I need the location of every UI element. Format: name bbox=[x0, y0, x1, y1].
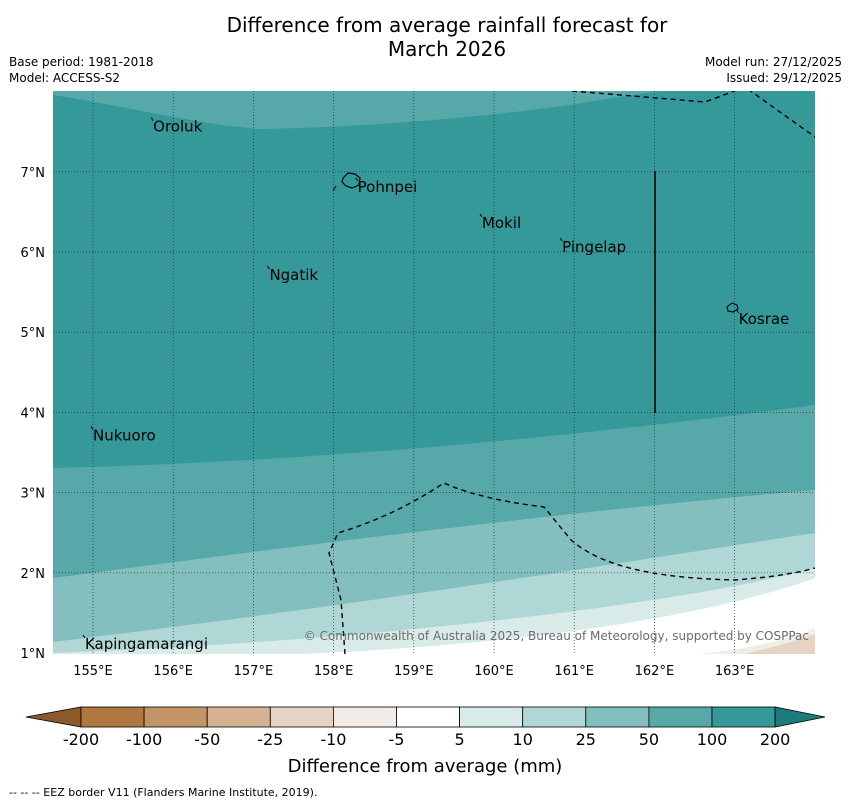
place-label: Kapingamarangi bbox=[85, 635, 208, 653]
lat-tick-label: 7°N bbox=[21, 166, 46, 181]
lat-tick-label: 6°N bbox=[21, 246, 46, 261]
title-line-1: Difference from average rainfall forecas… bbox=[226, 13, 668, 37]
colorbar-label: -200 bbox=[63, 730, 99, 749]
lat-tick-label: 1°N bbox=[21, 647, 46, 662]
band-top-25-50 bbox=[53, 91, 660, 129]
model-name: Model: ACCESS-S2 bbox=[9, 71, 121, 85]
colorbar-extend-high bbox=[774, 706, 826, 728]
place-kapingamarangi: Kapingamarangi bbox=[82, 634, 208, 653]
island-marker bbox=[82, 634, 86, 639]
base-period: Base period: 1981-2018 bbox=[9, 55, 154, 69]
eez-south bbox=[328, 482, 815, 654]
colorbar: -200 -100 -50 -25 -10 -5 5 10 25 50 100 200 Differen… bbox=[25, 706, 826, 777]
island-marker bbox=[736, 309, 740, 314]
lon-tick-label: 160°E bbox=[474, 664, 514, 679]
band-minus25-minus10 bbox=[745, 634, 815, 654]
lat-tick-label: 4°N bbox=[21, 406, 46, 421]
band-neutral bbox=[300, 578, 815, 654]
lat-tick-label: 2°N bbox=[21, 567, 46, 582]
place-pohnpei: Pohnpei bbox=[355, 177, 418, 196]
lon-tick-label: 161°E bbox=[554, 664, 594, 679]
place-label: Pohnpei bbox=[358, 178, 418, 196]
colorbar-label: -100 bbox=[126, 730, 162, 749]
lat-tick-label: 5°N bbox=[21, 326, 46, 341]
place-label: Pingelap bbox=[562, 238, 626, 256]
meta-left: Base period: 1981-2018 Model: ACCESS-S2 bbox=[9, 54, 154, 86]
place-pingelap: Pingelap bbox=[559, 237, 626, 256]
model-run: Model run: 27/12/2025 bbox=[704, 55, 842, 69]
kosrae-outline bbox=[726, 302, 739, 313]
chart-title: Difference from average rainfall forecas… bbox=[0, 13, 850, 61]
colorbar-label: 10 bbox=[513, 730, 533, 749]
colorbar-swatch bbox=[585, 706, 650, 728]
colorbar-label: -50 bbox=[194, 730, 220, 749]
lon-tick-label: 156°E bbox=[153, 664, 193, 679]
colorbar-label: -5 bbox=[389, 730, 405, 749]
colorbar-swatch bbox=[396, 706, 460, 728]
place-oroluk: Oroluk bbox=[150, 117, 203, 136]
pohnpei-outline bbox=[341, 172, 361, 189]
copyright-notice: © Commonwealth of Australia 2025, Bureau… bbox=[304, 629, 809, 643]
colorbar-swatch bbox=[332, 706, 397, 728]
pohnpei-reef bbox=[332, 185, 337, 192]
place-ngatik: Ngatik bbox=[267, 265, 318, 284]
colorbar-label: 5 bbox=[455, 730, 465, 749]
place-label: Mokil bbox=[482, 214, 521, 232]
colorbar-label: -10 bbox=[320, 730, 346, 749]
place-label: Nukuoro bbox=[93, 426, 156, 444]
title-line-2: March 2026 bbox=[387, 37, 507, 61]
eez-border bbox=[328, 91, 815, 654]
island-marker bbox=[150, 117, 154, 121]
meta-right: Model run: 27/12/2025 Issued: 29/12/2025 bbox=[705, 54, 842, 86]
colorbar-swatch bbox=[459, 706, 524, 728]
place-label: Oroluk bbox=[153, 118, 202, 136]
eez-top bbox=[571, 91, 815, 138]
colorbar-label: 50 bbox=[639, 730, 659, 749]
colorbar-swatch bbox=[648, 706, 713, 728]
colorbar-extend-low bbox=[25, 706, 82, 728]
colorbar-swatch bbox=[711, 706, 776, 728]
lon-tick-label: 157°E bbox=[234, 664, 274, 679]
colorbar-label: 25 bbox=[576, 730, 596, 749]
place-mokil: Mokil bbox=[479, 213, 521, 232]
lon-tick-label: 162°E bbox=[635, 664, 675, 679]
colorbar-label: 200 bbox=[760, 730, 791, 749]
issued-date: Issued: 29/12/2025 bbox=[726, 71, 842, 85]
colorbar-swatch bbox=[522, 706, 587, 728]
lon-tick-label: 158°E bbox=[314, 664, 354, 679]
island-marker bbox=[479, 213, 483, 218]
rainfall-anomaly-fields bbox=[53, 91, 815, 654]
colorbar-title: Difference from average (mm) bbox=[288, 756, 563, 777]
colorbar-swatch bbox=[143, 706, 208, 728]
eez-footnote: -- -- -- EEZ border V11 (Flanders Marine… bbox=[9, 786, 318, 799]
colorbar-swatch bbox=[206, 706, 271, 728]
band-neutral-light bbox=[560, 604, 815, 654]
lon-tick-label: 163°E bbox=[715, 664, 755, 679]
island-marker bbox=[90, 426, 94, 430]
island-marker bbox=[559, 237, 563, 242]
lat-tick-label: 3°N bbox=[21, 487, 46, 502]
island-marker bbox=[355, 177, 359, 182]
colorbar-label: 100 bbox=[697, 730, 728, 749]
island-outlines bbox=[332, 172, 739, 313]
colorbar-swatch bbox=[269, 706, 334, 728]
colorbar-label: -25 bbox=[257, 730, 283, 749]
colorbar-swatch bbox=[80, 706, 145, 728]
island-marker bbox=[267, 265, 270, 270]
lon-tick-label: 159°E bbox=[394, 664, 434, 679]
place-label: Kosrae bbox=[739, 310, 790, 328]
place-label: Ngatik bbox=[269, 266, 318, 284]
place-nukuoro: Nukuoro bbox=[90, 426, 156, 444]
lon-tick-label: 155°E bbox=[73, 664, 113, 679]
place-kosrae: Kosrae bbox=[736, 309, 790, 328]
